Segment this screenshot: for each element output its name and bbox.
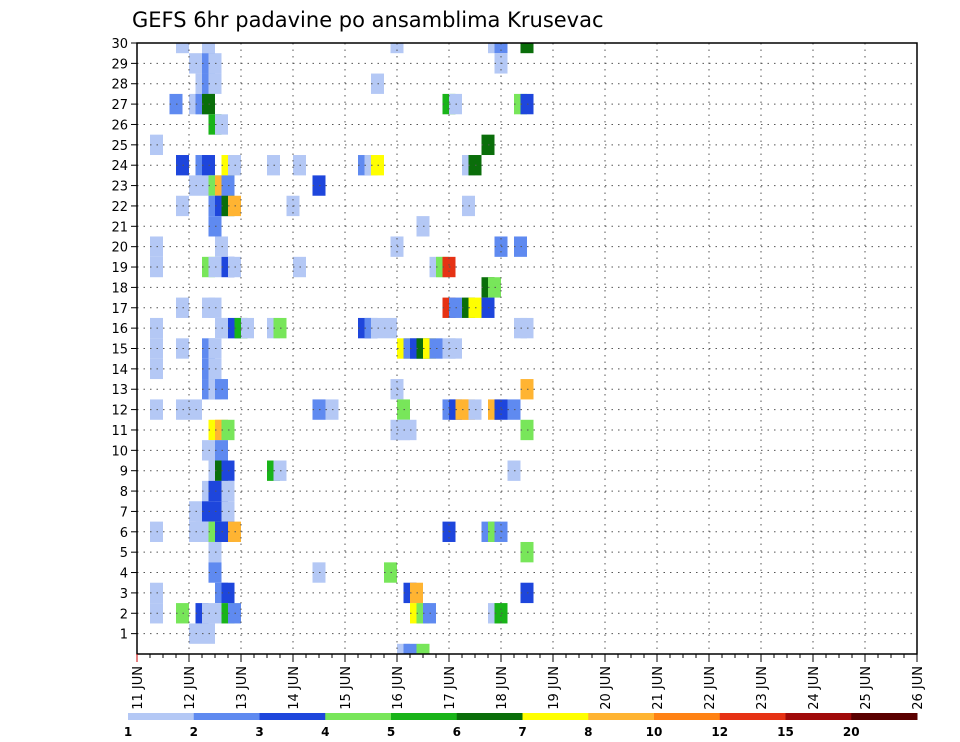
y-tick-label: 19 <box>111 261 128 276</box>
x-axis: 11 JUN 12 JUN 13 JUN 14 JUN 15 JUN 16 JUN 17 J… <box>131 654 926 710</box>
heatmap-cells <box>150 43 534 654</box>
heatmap-cell <box>403 643 417 654</box>
colorbar-swatch <box>522 713 589 720</box>
colorbar-label: 6 <box>453 725 461 739</box>
heatmap-cell <box>176 43 189 54</box>
y-tick-label: 27 <box>111 98 128 113</box>
colorbar-label: 2 <box>190 725 198 739</box>
colorbar-swatch <box>851 713 918 720</box>
y-tick-label: 5 <box>120 546 128 561</box>
chart-title: GEFS 6hr padavine po ansamblima Krusevac <box>132 8 604 32</box>
colorbar-label: 3 <box>255 725 263 739</box>
y-tick-label: 12 <box>111 404 128 419</box>
heatmap-cell <box>520 43 534 54</box>
x-tick-label: 20 JUN <box>599 666 614 710</box>
x-tick-label: 24 JUN <box>807 666 822 710</box>
x-tick-label: 13 JUN <box>235 666 250 710</box>
y-tick-label: 25 <box>111 139 128 154</box>
y-tick-label: 8 <box>120 485 128 500</box>
x-tick-label: 23 JUN <box>755 666 770 710</box>
y-tick-label: 1 <box>120 628 128 643</box>
colorbar-label: 4 <box>321 725 329 739</box>
grid-lines <box>137 43 917 654</box>
colorbar-swatch <box>128 713 195 720</box>
y-tick-label: 13 <box>111 383 128 398</box>
x-tick-label: 18 JUN <box>495 666 510 710</box>
y-tick-label: 24 <box>111 159 128 174</box>
y-tick-label: 16 <box>111 322 128 337</box>
y-axis: 1234567891011121314151617181920212223242… <box>111 37 137 643</box>
y-tick-label: 10 <box>111 444 128 459</box>
heatmap-cell <box>416 643 430 654</box>
heatmap-cell <box>390 43 404 54</box>
colorbar-label: 8 <box>584 725 592 739</box>
x-tick-label: 17 JUN <box>443 666 458 710</box>
heatmap-cell <box>494 43 508 54</box>
y-tick-label: 17 <box>111 302 128 317</box>
y-tick-label: 22 <box>111 200 128 215</box>
x-tick-label: 19 JUN <box>547 666 562 710</box>
colorbar-swatch <box>785 713 852 720</box>
y-tick-label: 26 <box>111 118 128 133</box>
y-tick-label: 7 <box>120 505 128 520</box>
colorbar-label: 12 <box>711 725 728 739</box>
x-tick-label: 12 JUN <box>183 666 198 710</box>
y-tick-label: 6 <box>120 526 128 541</box>
colorbar-swatch <box>719 713 786 720</box>
colorbar-label: 5 <box>387 725 395 739</box>
x-tick-label: 22 JUN <box>703 666 718 710</box>
colorbar-label: 10 <box>646 725 663 739</box>
y-tick-label: 30 <box>111 37 128 52</box>
x-tick-label: 16 JUN <box>391 666 406 710</box>
y-tick-label: 3 <box>120 587 128 602</box>
y-tick-label: 18 <box>111 281 128 296</box>
colorbar-swatch <box>391 713 458 720</box>
colorbar-label: 1 <box>124 725 132 739</box>
y-tick-label: 11 <box>111 424 128 439</box>
x-tick-label: 25 JUN <box>859 666 874 710</box>
y-tick-label: 2 <box>120 607 128 622</box>
x-tick-label: 21 JUN <box>651 666 666 710</box>
y-tick-label: 9 <box>120 465 128 480</box>
y-tick-label: 21 <box>111 220 128 235</box>
colorbar-swatch <box>193 713 260 720</box>
x-tick-label: 26 JUN <box>911 666 926 710</box>
colorbar-swatch <box>456 713 523 720</box>
y-tick-label: 23 <box>111 180 128 195</box>
colorbar-label: 7 <box>518 725 526 739</box>
y-tick-label: 14 <box>111 363 128 378</box>
colorbar-label: 20 <box>843 725 860 739</box>
colorbar-swatch <box>325 713 392 720</box>
x-tick-label: 15 JUN <box>339 666 354 710</box>
y-tick-label: 15 <box>111 343 128 358</box>
heatmap-cell <box>202 43 215 54</box>
colorbar-swatch <box>259 713 326 720</box>
colorbar-legend: 1 2 3 4 5 6 7 8 10 12 15 20 <box>124 713 918 739</box>
colorbar-swatch <box>654 713 721 720</box>
y-tick-label: 28 <box>111 78 128 93</box>
y-tick-label: 4 <box>120 567 128 582</box>
x-tick-label: 11 JUN <box>131 666 146 710</box>
y-tick-label: 29 <box>111 57 128 72</box>
colorbar-swatch <box>588 713 655 720</box>
colorbar-label: 15 <box>777 725 794 739</box>
x-tick-label: 14 JUN <box>287 666 302 710</box>
y-tick-label: 20 <box>111 241 128 256</box>
